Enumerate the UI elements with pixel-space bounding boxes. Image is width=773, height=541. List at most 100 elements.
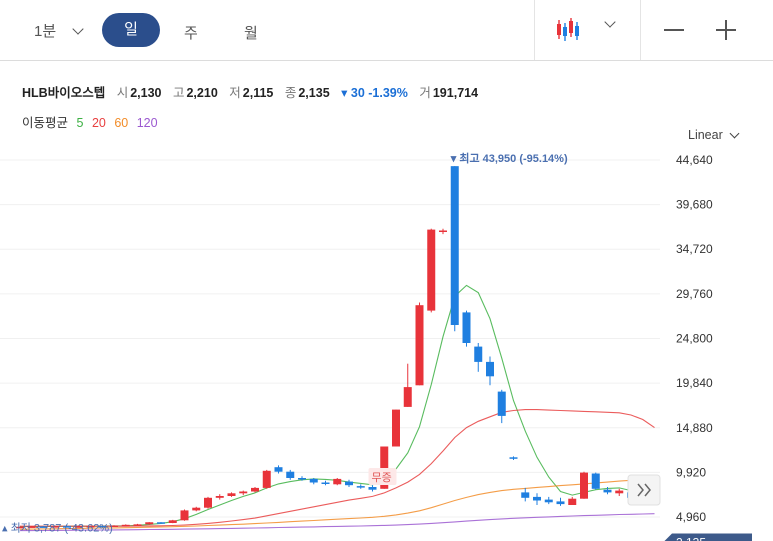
candle bbox=[415, 302, 424, 386]
candle bbox=[368, 485, 377, 492]
y-tick-label: 24,800 bbox=[676, 332, 713, 346]
candle-body bbox=[333, 478, 342, 485]
candle-body bbox=[251, 487, 259, 492]
candle bbox=[521, 487, 530, 502]
tab-month[interactable]: 월 bbox=[244, 25, 258, 42]
double-chevron-right-icon bbox=[637, 483, 651, 497]
chart-annotations: ▾ 최고 43,950 (-95.14%) ▴ 최저 3,787 (-43.62%… bbox=[2, 151, 752, 541]
volume-label: 거 bbox=[419, 86, 431, 100]
high-label: 고 bbox=[172, 86, 185, 100]
candle bbox=[603, 487, 612, 495]
candle bbox=[157, 522, 165, 524]
y-tick-label: 14,880 bbox=[676, 421, 713, 435]
candle-body bbox=[215, 496, 224, 498]
candle-body bbox=[474, 346, 483, 362]
zoom-in-icon-vertical[interactable] bbox=[725, 20, 727, 40]
candle bbox=[509, 456, 518, 460]
ma5-line bbox=[19, 284, 655, 528]
toolbar-divider bbox=[640, 0, 641, 60]
candle-body bbox=[180, 510, 189, 521]
toolbar-divider bbox=[534, 0, 535, 60]
candle-body bbox=[86, 525, 95, 528]
close-value: 2,135 bbox=[298, 86, 330, 100]
ma-legend-5: 5 bbox=[76, 116, 84, 130]
y-tick-label: 19,840 bbox=[676, 376, 713, 390]
candle-body bbox=[309, 478, 318, 483]
ma-legend-20: 20 bbox=[91, 116, 106, 130]
ma120-line bbox=[20, 513, 655, 532]
ma20-line bbox=[20, 409, 655, 527]
candle bbox=[63, 525, 71, 528]
candle-body bbox=[462, 312, 471, 343]
tab-day[interactable]: 일 bbox=[102, 13, 160, 47]
ma-legend-120: 120 bbox=[136, 116, 158, 130]
candle-body bbox=[98, 525, 107, 528]
chart-type-chevron-icon[interactable] bbox=[604, 16, 616, 28]
change-value: ▾ 30 -1.39% bbox=[341, 86, 408, 100]
candle-body bbox=[27, 526, 36, 528]
candle-body bbox=[591, 473, 600, 489]
candlestick-chart-icon[interactable] bbox=[555, 17, 581, 43]
scale-label: Linear bbox=[688, 128, 723, 142]
candle bbox=[251, 487, 259, 493]
chart-grid bbox=[0, 159, 660, 518]
low-value: 2,115 bbox=[242, 86, 274, 100]
candle bbox=[274, 465, 283, 474]
scroll-right-button[interactable] bbox=[627, 474, 661, 506]
candle bbox=[486, 356, 494, 386]
ma60-line bbox=[19, 477, 655, 530]
candle-body bbox=[380, 446, 389, 489]
candles bbox=[16, 166, 659, 529]
candle-body bbox=[239, 491, 248, 494]
scale-dropdown[interactable]: Linear bbox=[688, 128, 740, 142]
ma-legend-60: 60 bbox=[114, 116, 129, 130]
candle-body bbox=[556, 501, 565, 505]
candle-body bbox=[227, 493, 236, 496]
tab-week[interactable]: 주 bbox=[184, 25, 198, 42]
candle bbox=[439, 228, 447, 235]
minute-period-label: 1분 bbox=[34, 23, 57, 40]
price-chart[interactable]: 44,640 39,680 34,720 29,760 24,800 19,840 14,8… bbox=[0, 145, 773, 541]
minute-period-dropdown[interactable]: 1분 bbox=[34, 20, 84, 41]
chevron-down-icon bbox=[729, 128, 740, 138]
candle-body bbox=[16, 526, 24, 529]
candle-body bbox=[298, 478, 306, 480]
zoom-out-icon[interactable] bbox=[664, 29, 684, 31]
candle bbox=[192, 506, 201, 512]
candle-body bbox=[580, 472, 588, 499]
candle bbox=[615, 488, 624, 496]
candle bbox=[286, 469, 295, 480]
candle-body bbox=[192, 507, 201, 511]
candle bbox=[239, 490, 248, 496]
moving-average-lines bbox=[19, 284, 655, 532]
candle bbox=[133, 523, 142, 526]
candle bbox=[262, 469, 271, 489]
candle-body bbox=[450, 166, 459, 325]
candle-body bbox=[368, 487, 377, 490]
candle-body bbox=[403, 387, 412, 407]
candle-body bbox=[133, 524, 142, 526]
candle bbox=[309, 478, 318, 485]
ma-legend-title: 이동평균 bbox=[22, 116, 69, 130]
price-summary: HLB바이오스텝 시 2,130 고 2,210 저 2,115 종 2,135 ▾ 3… bbox=[22, 82, 486, 101]
candle bbox=[204, 496, 212, 509]
chart-toolbar: 1분 일 주 월 bbox=[0, 0, 773, 61]
candle bbox=[356, 484, 365, 489]
candle-body bbox=[121, 524, 130, 527]
candle bbox=[121, 524, 130, 527]
moving-average-legend[interactable]: 이동평균 5 20 60 120 bbox=[22, 112, 163, 131]
candle bbox=[110, 525, 118, 528]
close-label: 종 bbox=[284, 86, 297, 100]
candle bbox=[168, 519, 177, 524]
candle bbox=[345, 479, 353, 487]
candle-body bbox=[204, 497, 212, 508]
low-label: 저 bbox=[229, 86, 241, 100]
candle-body bbox=[157, 522, 165, 524]
candle-body bbox=[415, 305, 424, 386]
candle bbox=[298, 476, 306, 481]
high-value: 2,210 bbox=[186, 86, 218, 100]
candle-body bbox=[439, 230, 447, 232]
candle-body bbox=[286, 471, 295, 478]
candle-body bbox=[392, 409, 400, 447]
candle bbox=[86, 525, 95, 528]
